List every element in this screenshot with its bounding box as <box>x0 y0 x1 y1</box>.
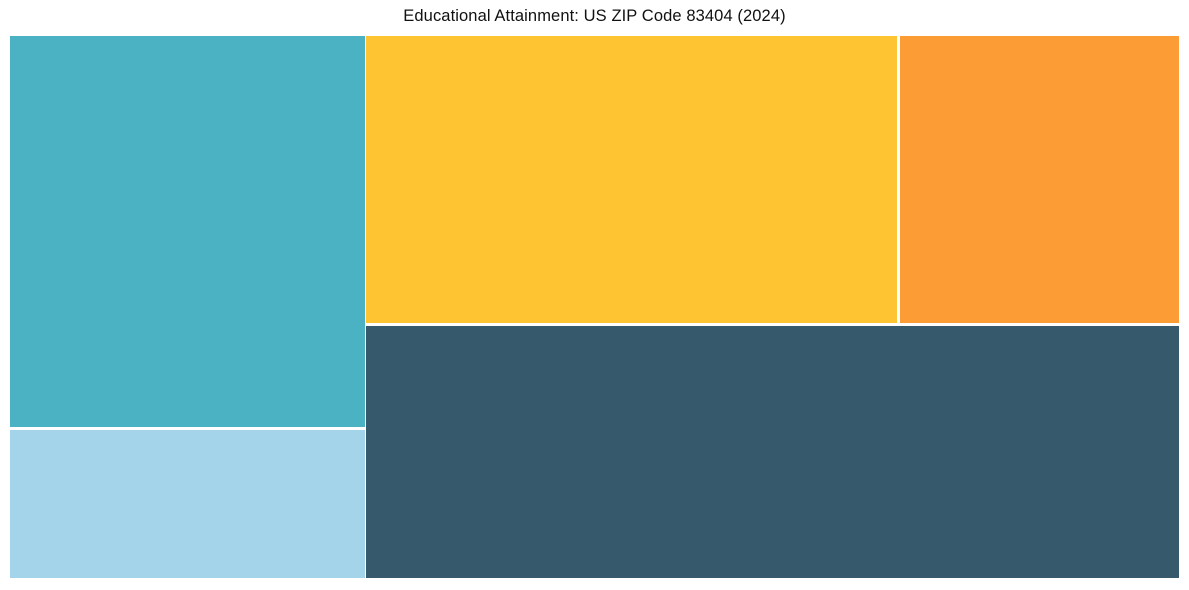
treemap-cell-lightblue-left-bottom[interactable] <box>10 430 365 578</box>
treemap <box>10 36 1179 578</box>
treemap-cell-orange-top-right[interactable] <box>900 36 1179 323</box>
treemap-cell-darkslate-bottom-right[interactable] <box>366 326 1179 578</box>
chart-title: Educational Attainment: US ZIP Code 8340… <box>403 7 786 25</box>
treemap-cell-teal-large-left-top[interactable] <box>10 36 365 427</box>
treemap-cell-yellow-top-middle[interactable] <box>366 36 897 323</box>
